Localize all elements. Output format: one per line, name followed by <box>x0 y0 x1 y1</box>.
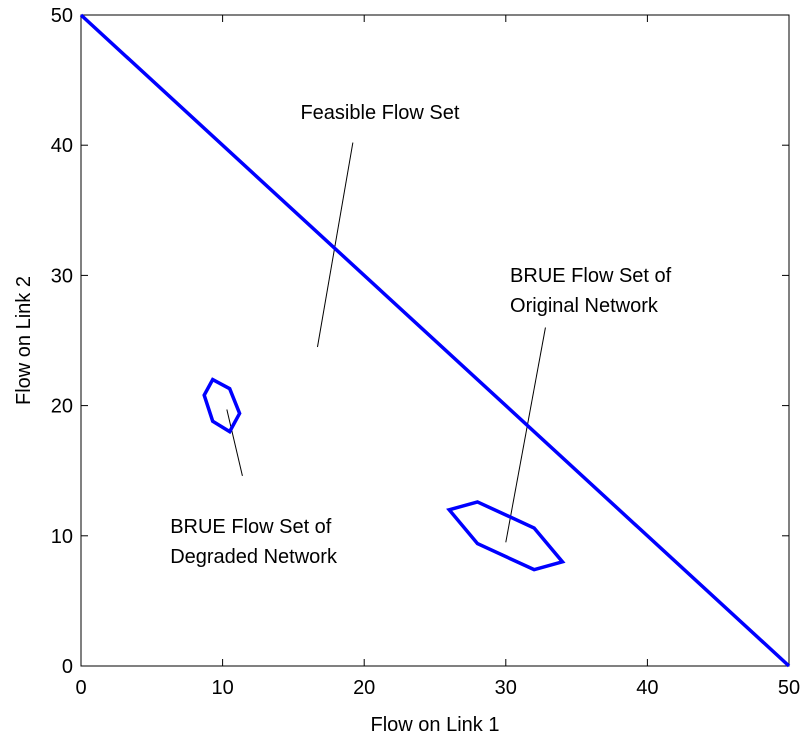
y-tick-label: 40 <box>51 135 73 157</box>
y-tick-label: 30 <box>51 265 73 287</box>
plot-frame <box>80 14 790 667</box>
annotation-pointer-line <box>316 142 354 348</box>
annotation-label: Degraded Network <box>170 546 338 568</box>
flow-set-region-2 <box>446 500 566 572</box>
annotation-pointers <box>226 142 546 543</box>
y-tick-label: 50 <box>51 5 73 27</box>
annotation-label: BRUE Flow Set of <box>510 265 672 287</box>
series-layer <box>79 13 791 668</box>
x-tick-label: 50 <box>778 677 800 699</box>
annotation-pointer-line <box>226 409 243 477</box>
x-tick-label: 0 <box>75 677 86 699</box>
annotation-label: BRUE Flow Set of <box>170 516 332 538</box>
flow-set-region-1 <box>202 377 242 435</box>
feasible-flow-boundary-line <box>79 13 791 668</box>
annotation-layer: Feasible Flow Set BRUE Flow Set of Origina… <box>170 102 671 568</box>
annotation-label: Original Network <box>510 295 659 317</box>
y-axis-label: Flow on Link 2 <box>13 276 35 405</box>
x-tick-label: 40 <box>636 677 658 699</box>
annotation-pointer-line <box>505 327 546 543</box>
x-tick-label: 10 <box>211 677 233 699</box>
y-tick-label: 10 <box>51 526 73 548</box>
x-tick-label: 20 <box>353 677 375 699</box>
y-tick-label: 0 <box>62 656 73 678</box>
x-tick-label: 30 <box>495 677 517 699</box>
y-tick-label: 20 <box>51 396 73 418</box>
ticks-layer: 0 10 20 30 40 50 0 10 20 30 40 50 <box>51 5 800 699</box>
x-axis-label: Flow on Link 1 <box>371 714 500 736</box>
annotation-label: Feasible Flow Set <box>300 102 459 124</box>
